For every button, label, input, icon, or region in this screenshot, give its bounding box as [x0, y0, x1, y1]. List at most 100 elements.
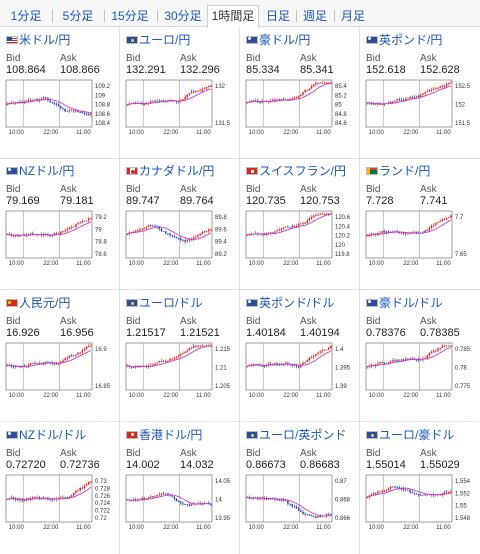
- bid-label: Bid: [6, 448, 21, 459]
- pair-name-link[interactable]: ユーロ/豪ドル: [379, 428, 455, 442]
- candle-body: [49, 100, 51, 103]
- price-chart[interactable]: 1.554 1.552 1.55 1.548 10:00 22:00 11:00: [364, 474, 478, 536]
- tab-weekly[interactable]: 週足: [302, 9, 327, 23]
- pair-name-link[interactable]: NZドル/円: [19, 164, 75, 178]
- currency-pair-card[interactable]: ランド/円 Bid Ask 7.728 7.741 7.7 7.65 10:00 22:00 11…: [360, 158, 480, 288]
- currency-pair-card[interactable]: 豪ドル/円 Bid Ask 85.334 85.341 85.4 85.2 85 84.8 84.…: [240, 27, 360, 157]
- pair-name-link[interactable]: ランド/円: [379, 164, 431, 178]
- chart-container[interactable]: 109.2 109 108.8 108.6 108.4 10:00 22:00 11:00: [4, 79, 118, 141]
- chart-container[interactable]: 7.7 7.65 10:00 22:00 11:00: [364, 210, 478, 272]
- pair-name-link[interactable]: ユーロ/英ポンド: [259, 428, 347, 442]
- y-tick-label: 0.87: [335, 479, 347, 485]
- chart-container[interactable]: 16.9 16.85 10:00 22:00 11:00: [4, 342, 118, 404]
- currency-pair-card[interactable]: ユーロ/円 Bid Ask 132.291 132.296 132 131.5 10:00 22…: [120, 27, 240, 157]
- candle-body: [379, 362, 381, 364]
- candle-body: [413, 492, 416, 494]
- ask-label: Ask: [180, 53, 197, 64]
- price-chart[interactable]: 0.87 0.868 0.866 10:00 22:00 11:00: [244, 474, 358, 536]
- pair-name-link[interactable]: 香港ドル/円: [139, 428, 203, 442]
- chart-container[interactable]: 132 131.5 10:00 22:00 11:00: [124, 79, 238, 141]
- currency-pair-card[interactable]: ユーロ/豪ドル Bid Ask 1.55014 1.55029 1.554 1.552 1.5…: [360, 422, 480, 552]
- pair-name-link[interactable]: 人民元/円: [19, 296, 71, 310]
- candle-body: [152, 225, 154, 227]
- candle-body: [304, 90, 306, 93]
- currency-pair-card[interactable]: ユーロ/ドル Bid Ask 1.21517 1.21521 1.215 1.21 1.205…: [120, 290, 240, 420]
- candle-body: [152, 496, 154, 498]
- flag-emblem: [131, 302, 134, 305]
- pair-name-link[interactable]: ユーロ/円: [139, 33, 191, 47]
- currency-pair-card[interactable]: 豪ドル/ドル Bid Ask 0.78376 0.78385 0.785 0.78 0.775…: [360, 290, 480, 420]
- price-chart[interactable]: 132 131.5 10:00 22:00 11:00: [124, 79, 238, 141]
- currency-pair-card[interactable]: 米ドル/円 Bid Ask 108.864 108.866 109.2 109 108.8 10…: [0, 27, 120, 157]
- chart-container[interactable]: 85.4 85.2 85 84.8 84.6 10:00 22:00 11:00: [244, 79, 358, 141]
- x-tick-label: 22:00: [403, 261, 419, 267]
- price-chart[interactable]: 152.5 152 151.5 10:00 22:00 11:00: [364, 79, 478, 141]
- candle-body: [439, 348, 441, 349]
- pair-name-link[interactable]: 英ポンド/円: [379, 33, 443, 47]
- chart-container[interactable]: 1.215 1.21 1.205 10:00 22:00 11:00: [124, 342, 238, 404]
- chart-container[interactable]: 79.2 79 78.8 78.6 10:00 22:00 11:00: [4, 210, 118, 272]
- chart-container[interactable]: 0.785 0.78 0.775 10:00 22:00 11:00: [364, 342, 478, 404]
- currency-pair-card[interactable]: NZドル/円 Bid Ask 79.169 79.181 79.2 79 78.8 78.6 10…: [0, 158, 120, 288]
- x-tick-label: 22:00: [283, 130, 299, 136]
- pair-name-link[interactable]: スイスフラン/円: [259, 164, 346, 178]
- pair-name-link[interactable]: NZドル/ドル: [19, 428, 87, 442]
- price-chart[interactable]: 1.215 1.21 1.205 10:00 22:00 11:00: [124, 342, 238, 404]
- chart-container[interactable]: 89.8 89.6 89.4 89.2 10:00 22:00 11:00: [124, 210, 238, 272]
- price-chart[interactable]: 0.785 0.78 0.775 10:00 22:00 11:00: [364, 342, 478, 404]
- price-chart[interactable]: 14.05 14 13.95 10:00 22:00 11:00: [124, 474, 238, 536]
- currency-pair-card[interactable]: 香港ドル/円 Bid Ask 14.002 14.032 14.05 14 13.95 10:0…: [120, 422, 240, 552]
- currency-pair-card[interactable]: ユーロ/英ポンド Bid Ask 0.86673 0.86683 0.87 0.868 0.8…: [240, 422, 360, 552]
- candle-body: [398, 99, 401, 100]
- candle-body: [90, 345, 92, 347]
- currency-pair-card[interactable]: 人民元/円 Bid Ask 16.926 16.956 16.9 16.85 10:00 22:…: [0, 290, 120, 420]
- pair-name-link[interactable]: カナダドル/円: [139, 164, 215, 178]
- price-chart[interactable]: 120.6 120.4 120.2 120 119.8 10:00 22:00 11:00: [244, 210, 358, 272]
- moving-average-line: [246, 350, 332, 367]
- pair-name-link[interactable]: 豪ドル/円: [259, 33, 311, 47]
- candle-body: [77, 490, 79, 492]
- currency-pair-card[interactable]: 英ポンド/円 Bid Ask 152.618 152.628 152.5 152 151.5 1…: [360, 27, 480, 157]
- chart-container[interactable]: 0.73 0.728 0.726 0.724 0.722 0.72 10:00 22:00 11…: [4, 474, 118, 536]
- tab-5min[interactable]: 5分足: [62, 9, 94, 23]
- chart-container[interactable]: 1.554 1.552 1.55 1.548 10:00 22:00 11:00: [364, 474, 478, 536]
- tab-monthly[interactable]: 月足: [340, 9, 365, 23]
- tab-15min[interactable]: 15分足: [111, 9, 149, 23]
- price-chart[interactable]: 1.4 1.395 1.39 10:00 22:00 11:00: [244, 342, 358, 404]
- tab-30min[interactable]: 30分足: [164, 9, 202, 23]
- currency-pair-card[interactable]: 英ポンド/ドル Bid Ask 1.40184 1.40194 1.4 1.395 1.39 1…: [240, 290, 360, 420]
- price-chart[interactable]: 85.4 85.2 85 84.8 84.6 10:00 22:00 11:00: [244, 79, 358, 141]
- chart-container[interactable]: 120.6 120.4 120.2 120 119.8 10:00 22:00 11:00: [244, 210, 358, 272]
- candle-body: [411, 492, 413, 494]
- candle-body: [40, 362, 43, 364]
- moving-average-line: [367, 347, 452, 368]
- price-chart[interactable]: 79.2 79 78.8 78.6 10:00 22:00 11:00: [4, 210, 118, 272]
- pair-name-link[interactable]: 豪ドル/ドル: [379, 296, 443, 310]
- candle-body: [190, 504, 193, 506]
- chart-container[interactable]: 152.5 152 151.5 10:00 22:00 11:00: [364, 79, 478, 141]
- candle-body: [317, 214, 319, 216]
- currency-pair-card[interactable]: NZドル/ドル Bid Ask 0.72720 0.72736 0.73 0.728 0.72…: [0, 422, 120, 552]
- price-chart[interactable]: 89.8 89.6 89.4 89.2 10:00 22:00 11:00: [124, 210, 238, 272]
- pair-name-link[interactable]: 英ポンド/ドル: [259, 296, 335, 310]
- chart-container[interactable]: 14.05 14 13.95 10:00 22:00 11:00: [124, 474, 238, 536]
- currency-pair-card[interactable]: カナダドル/円 Bid Ask 89.747 89.764 89.8 89.6 89.4 89.…: [120, 158, 240, 288]
- price-chart[interactable]: 109.2 109 108.8 108.6 108.4 10:00 22:00 11:00: [4, 79, 118, 141]
- tab-1min[interactable]: 1分足: [10, 9, 42, 23]
- chart-container[interactable]: 0.87 0.868 0.866 10:00 22:00 11:00: [244, 474, 358, 536]
- y-tick-label: 0.728: [95, 486, 111, 492]
- price-chart[interactable]: 7.7 7.65 10:00 22:00 11:00: [364, 210, 478, 272]
- y-tick-label: 1.205: [215, 384, 231, 390]
- price-chart[interactable]: 16.9 16.85 10:00 22:00 11:00: [4, 342, 118, 404]
- currency-pair-card[interactable]: スイスフラン/円 Bid Ask 120.735 120.753 120.6 120.4 12…: [240, 158, 360, 288]
- tab-1hour[interactable]: 1時間足: [207, 5, 259, 28]
- x-tick-label: 10:00: [129, 261, 145, 267]
- chart-container[interactable]: 1.4 1.395 1.39 10:00 22:00 11:00: [244, 342, 358, 404]
- tab-daily[interactable]: 日足: [265, 9, 290, 23]
- pair-name-link[interactable]: ユーロ/ドル: [139, 296, 203, 310]
- pair-name-link[interactable]: 米ドル/円: [19, 33, 71, 47]
- candle-body: [302, 362, 304, 366]
- candle-body: [154, 100, 156, 102]
- candle-body: [302, 92, 304, 95]
